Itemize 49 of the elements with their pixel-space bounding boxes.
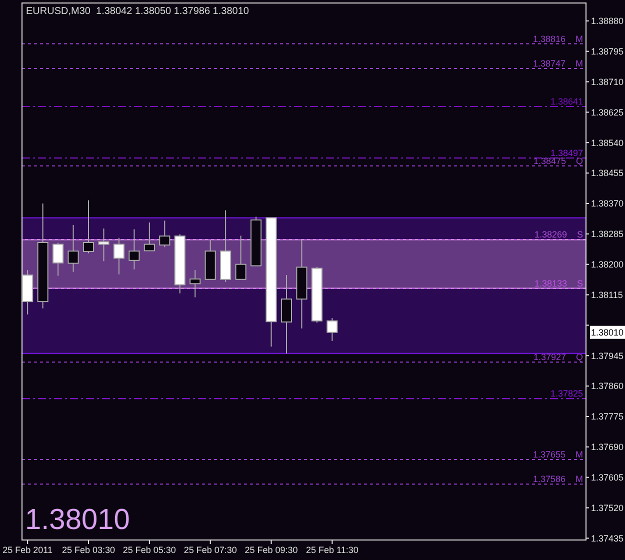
y-tick-label: 1.38200	[591, 259, 624, 270]
y-tick-label: 1.38625	[591, 107, 624, 118]
candlestick	[113, 237, 124, 275]
candlestick	[235, 235, 246, 280]
y-tick-label: 1.37605	[591, 472, 624, 482]
ref-line-label: 1.38269 S	[534, 230, 583, 240]
y-tick-label: 1.37775	[591, 412, 624, 422]
y-tick-label: 1.38370	[591, 198, 624, 209]
y-tick-label: 1.37520	[591, 502, 624, 513]
ref-line-label: 1.38475 Q	[533, 156, 583, 166]
candlestick	[280, 274, 292, 354]
y-tick-label: 1.38880	[591, 16, 624, 26]
candlestick	[98, 228, 110, 262]
ref-line-label: 1.37927 Q	[533, 352, 583, 362]
x-tick-label: 25 Feb 07:30	[184, 545, 237, 555]
y-tick-label: 1.37860	[591, 381, 624, 392]
candlestick	[128, 228, 140, 270]
text: 1.38010	[591, 328, 624, 338]
ref-line-label: 1.38133 S	[534, 278, 583, 288]
y-tick-label: 1.38455	[591, 168, 624, 178]
ref-line-label: 1.38497	[550, 148, 583, 158]
ref-line-label: 1.38641	[550, 96, 583, 106]
candlestick	[190, 270, 201, 298]
ref-line-label: 1.37586 M	[532, 474, 583, 484]
x-tick-label: 25 Feb 11:30	[306, 545, 358, 555]
candlestick	[52, 242, 64, 276]
y-tick-label: 1.37435	[591, 533, 624, 544]
ref-line-label: 1.37825	[550, 388, 583, 399]
candlestick	[159, 220, 170, 248]
candlestick	[144, 222, 155, 252]
x-tick-label: 25 Feb 05:30	[122, 545, 176, 555]
y-tick-label: 1.38710	[591, 76, 624, 87]
x-tick-label: 25 Feb 2011	[2, 545, 53, 555]
y-tick-label: 1.38795	[591, 46, 624, 56]
annotation: 1.38010	[25, 504, 130, 536]
candlestick	[326, 318, 338, 342]
y-tick-label: 1.38285	[591, 229, 624, 240]
ref-line-label: 1.37655 M	[532, 449, 583, 460]
y-tick-label: 1.38115	[591, 290, 623, 300]
candlestick	[68, 224, 79, 272]
x-tick-label: 25 Feb 09:30	[244, 545, 298, 555]
x-tick-label: 25 Feb 03:30	[62, 545, 116, 555]
candlestick	[82, 200, 94, 254]
ref-line-label: 1.38816 M	[532, 34, 583, 44]
y-tick-label: 1.37945	[591, 350, 624, 361]
chart-title: EURUSD,M30 1.38042 1.38050 1.37986 1.38010	[26, 6, 250, 17]
y-tick-label: 1.37690	[591, 442, 624, 452]
y-tick-label: 1.38540	[591, 138, 624, 148]
ref-line-label: 1.38747 M	[532, 58, 583, 69]
